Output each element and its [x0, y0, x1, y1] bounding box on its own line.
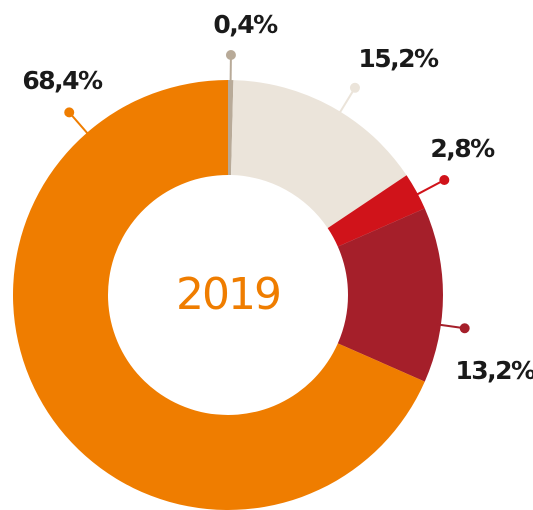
- leader-dot: [64, 107, 75, 118]
- value-label: 68,4%: [22, 66, 103, 95]
- value-label: 13,2%: [455, 356, 533, 385]
- leader-dot: [349, 82, 360, 93]
- leader-line: [337, 87, 356, 116]
- value-label: 2,8%: [430, 134, 495, 163]
- leader-line: [68, 111, 91, 137]
- leader-line: [413, 179, 445, 197]
- leader-dot: [459, 323, 470, 334]
- value-label: 0,4%: [213, 10, 278, 39]
- leader-dot: [225, 50, 236, 61]
- value-label: 15,2%: [358, 44, 439, 73]
- center-title: 2019: [176, 269, 280, 320]
- donut-slice: [327, 175, 425, 247]
- donut-slice: [231, 80, 407, 229]
- donut-slice: [228, 80, 234, 176]
- donut-slice: [13, 80, 425, 510]
- leader-dot: [439, 174, 450, 185]
- donut-slice: [337, 208, 444, 382]
